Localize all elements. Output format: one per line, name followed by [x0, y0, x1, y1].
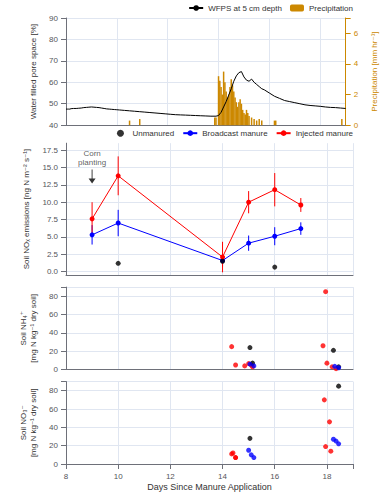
svg-text:0: 0: [54, 460, 59, 469]
svg-text:12.5: 12.5: [42, 180, 58, 189]
svg-text:Corn: Corn: [83, 149, 100, 158]
svg-text:70: 70: [49, 56, 58, 65]
svg-text:2: 2: [354, 90, 359, 99]
svg-text:Days Since Manure Application: Days Since Manure Application: [147, 482, 272, 492]
svg-text:17.5: 17.5: [42, 146, 58, 155]
svg-text:0: 0: [354, 121, 359, 130]
svg-text:Unmanured: Unmanured: [132, 129, 174, 138]
svg-text:Soil NH₄⁺: Soil NH₄⁺: [19, 311, 28, 346]
svg-text:2.5: 2.5: [47, 250, 59, 259]
svg-text:80: 80: [49, 35, 58, 44]
svg-text:Soil NO₃⁻: Soil NO₃⁻: [19, 405, 28, 440]
svg-text:Broadcast manure: Broadcast manure: [202, 129, 268, 138]
svg-text:[mg N kg⁻¹ dry soil]: [mg N kg⁻¹ dry soil]: [29, 294, 38, 363]
svg-text:80: 80: [49, 292, 58, 301]
svg-text:14: 14: [218, 472, 227, 481]
svg-text:0: 0: [54, 365, 59, 374]
svg-text:60: 60: [49, 405, 58, 414]
svg-text:20: 20: [49, 347, 58, 356]
svg-text:40: 40: [49, 121, 58, 130]
svg-text:0.0: 0.0: [47, 267, 59, 276]
svg-text:40: 40: [49, 328, 58, 337]
svg-text:Precipitation [mm hr⁻¹]: Precipitation [mm hr⁻¹]: [370, 31, 379, 111]
svg-text:4: 4: [354, 59, 359, 68]
svg-text:10.0: 10.0: [42, 198, 58, 207]
svg-text:15.0: 15.0: [42, 163, 58, 172]
svg-text:18: 18: [322, 472, 331, 481]
svg-text:16: 16: [270, 472, 279, 481]
svg-text:80: 80: [49, 386, 58, 395]
svg-text:20: 20: [49, 441, 58, 450]
svg-text:Injected manure: Injected manure: [296, 129, 354, 138]
svg-text:60: 60: [49, 310, 58, 319]
svg-text:7.5: 7.5: [47, 215, 59, 224]
svg-text:Water filled pore space [%]: Water filled pore space [%]: [29, 24, 38, 119]
svg-text:Soil NOₓ emissions [ng N m⁻² s: Soil NOₓ emissions [ng N m⁻² s⁻¹]: [22, 149, 31, 269]
svg-text:[mg N kg⁻¹ dry soil]: [mg N kg⁻¹ dry soil]: [29, 388, 38, 457]
svg-text:8: 8: [64, 472, 69, 481]
svg-text:60: 60: [49, 78, 58, 87]
svg-text:12: 12: [166, 472, 175, 481]
svg-text:5.0: 5.0: [47, 232, 59, 241]
svg-text:90: 90: [49, 14, 58, 23]
svg-text:50: 50: [49, 99, 58, 108]
svg-text:6: 6: [354, 29, 359, 38]
svg-text:WFPS at 5 cm depth: WFPS at 5 cm depth: [208, 4, 282, 13]
svg-text:40: 40: [49, 423, 58, 432]
svg-text:planting: planting: [78, 158, 106, 167]
svg-text:Precipitation: Precipitation: [309, 4, 353, 13]
svg-text:10: 10: [114, 472, 123, 481]
